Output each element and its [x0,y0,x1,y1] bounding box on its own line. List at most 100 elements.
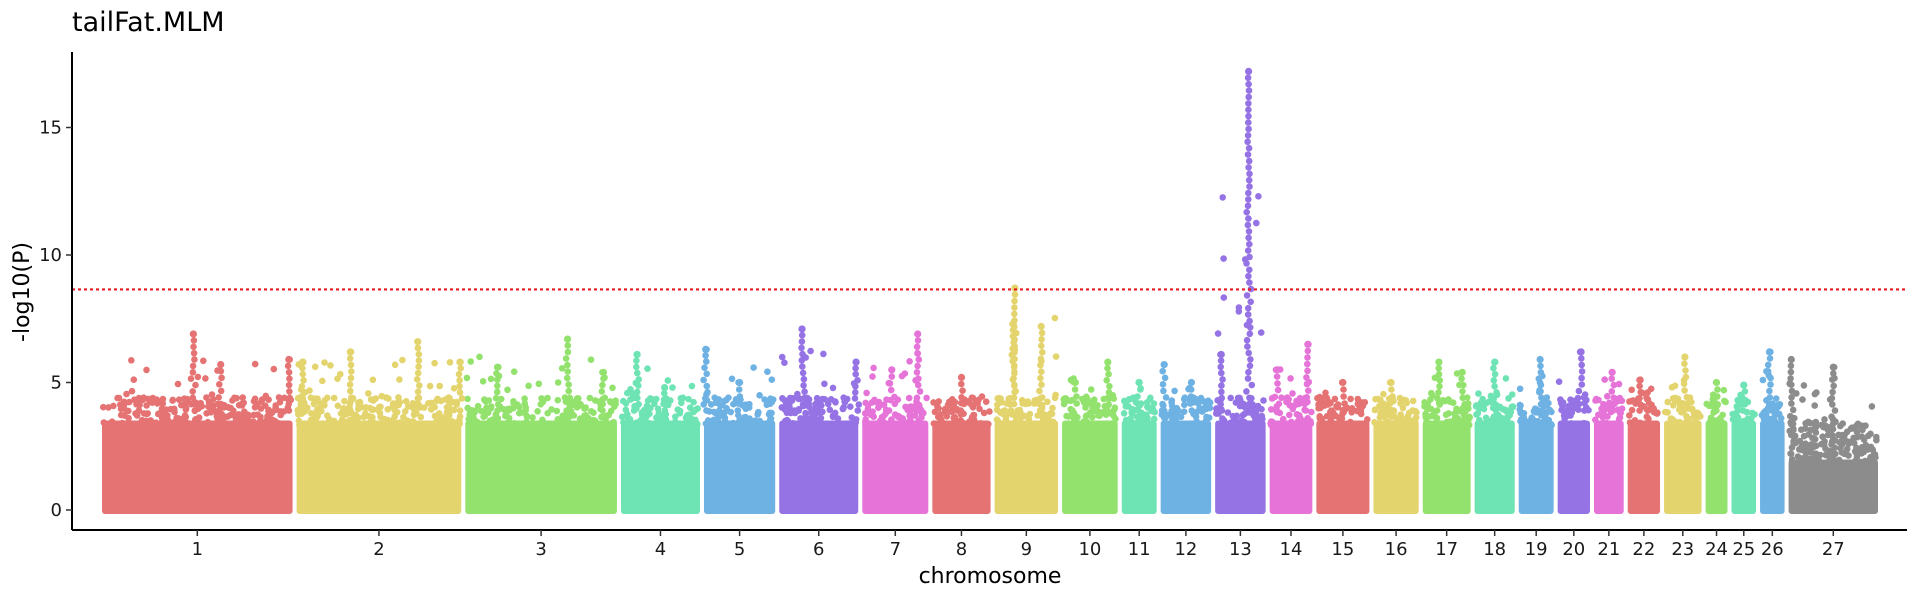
snp-point [267,410,275,417]
snp-point [233,394,240,402]
snp-point [1800,382,1808,389]
peak-top-point [217,361,225,369]
snp-point [259,420,267,428]
snp-point [1105,401,1112,408]
y-axis-title: -log10(P) [10,242,35,342]
snp-point [1138,417,1146,425]
snp-point [139,396,146,404]
snp-point [494,407,501,414]
snp-point [1187,400,1194,407]
snp-point [420,421,427,429]
chromosome-20-dense-points [1557,420,1590,514]
snp-point [1158,407,1166,414]
snp-point [295,407,303,414]
snp-point [1245,125,1252,133]
snp-point [1380,421,1388,428]
snp-point [1340,407,1347,414]
snp-point [1030,400,1038,407]
snp-point [1435,370,1443,378]
snp-point [1580,419,1588,427]
snp-point [1301,417,1309,425]
snp-point [1335,414,1342,421]
snp-point [504,386,511,394]
snp-point [1273,407,1280,414]
snp-point [1243,208,1250,216]
snp-point [1245,272,1252,280]
snp-point [244,417,252,425]
snp-point [1227,394,1234,402]
snp-point [1537,362,1544,370]
snp-point [1047,410,1054,417]
snp-point [493,388,501,396]
peak-top-point [633,350,641,359]
snp-point [286,375,293,383]
snp-point [334,402,342,410]
snp-point [450,385,458,392]
snp-point [464,404,472,412]
peak-top-point [914,330,922,338]
snp-point [325,415,333,423]
snp-point [1502,407,1510,415]
chromosome-25-dense-points [1731,420,1757,514]
snp-point [1682,367,1689,374]
snp-point [624,411,631,418]
snp-point [482,398,490,405]
snp-point [395,397,403,405]
snp-point [1482,414,1490,422]
snp-point [1038,381,1045,389]
snp-point [456,383,463,390]
snp-point [1246,279,1253,286]
snp-point [756,392,763,399]
snp-point [1011,310,1018,318]
chromosome-24-dense-points [1705,420,1728,514]
snp-point [1244,247,1252,254]
snp-point [1301,400,1309,408]
snp-point [217,387,225,395]
snp-point [1378,408,1386,416]
snp-point [1490,377,1498,384]
snp-point [1254,414,1262,422]
snp-point [251,404,259,411]
snp-point [1105,370,1112,378]
snp-point [1714,386,1721,393]
snp-point [192,381,199,389]
snp-point [881,419,888,427]
snp-point [1168,397,1176,404]
snp-point [299,395,307,402]
snp-point [886,380,894,387]
snp-point [1244,311,1252,318]
snp-point [1244,138,1251,146]
snp-point [1316,415,1324,422]
snp-point [1787,368,1795,376]
chromosome-2-points [294,356,464,514]
snp-point [1739,407,1747,414]
snp-point [402,398,410,405]
snp-point [1274,386,1282,394]
snp-point [1069,407,1076,414]
x-tick-label: 7 [890,539,901,560]
snp-point [1790,425,1797,433]
snp-point [1664,398,1671,406]
snp-point [1815,458,1822,466]
snp-point [1605,401,1612,408]
snp-point [1799,396,1806,403]
snp-point [299,370,307,378]
snp-point [1009,326,1017,334]
snp-point [529,414,536,421]
snp-point [1246,362,1254,370]
snp-point [1548,408,1555,416]
chromosome-2-dense-points [296,420,462,514]
snp-point [1429,392,1436,399]
snp-point [456,389,464,396]
peak-top-point [1135,378,1143,387]
snp-point [799,369,807,377]
snp-point [711,394,718,402]
snp-point [1608,375,1615,383]
snp-point [119,419,126,427]
snp-point [1245,144,1253,152]
snp-point [194,373,202,381]
snp-point [1388,386,1395,393]
snp-point [1466,413,1473,421]
snp-point [1555,378,1563,386]
snp-point [915,375,922,383]
